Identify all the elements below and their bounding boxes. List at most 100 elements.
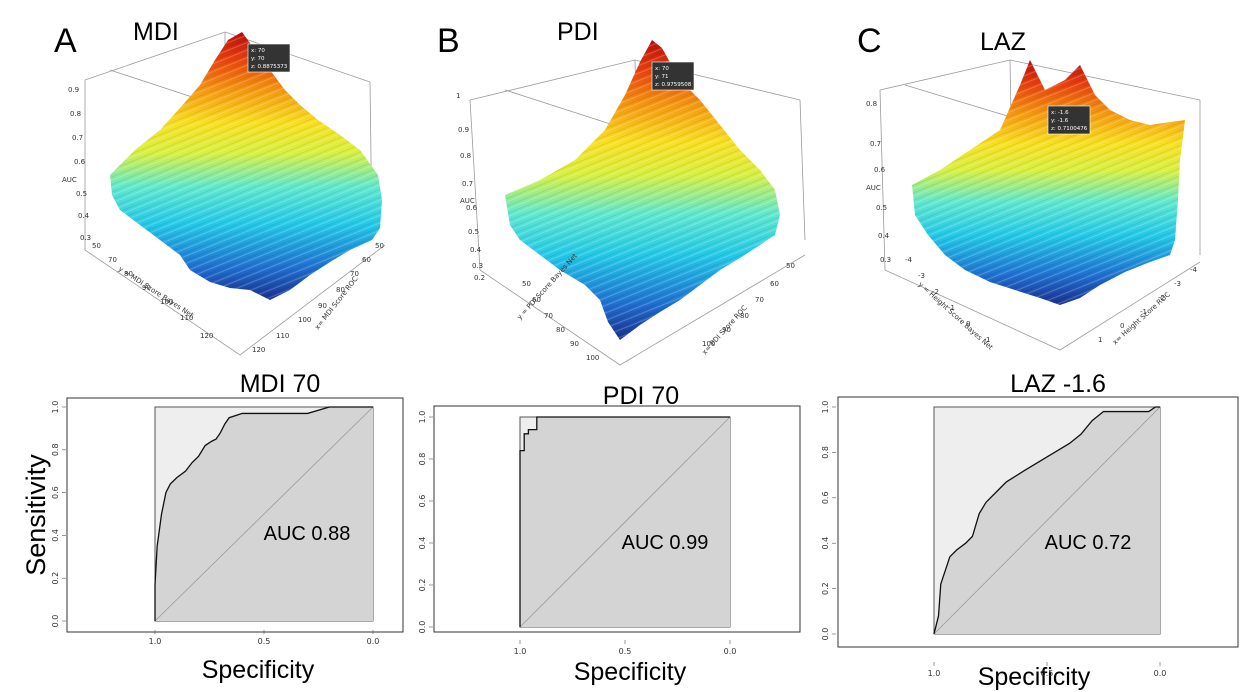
svg-text:50: 50: [786, 262, 795, 270]
roc-pdi-ytick-1: 0.2: [418, 579, 427, 592]
roc-mdi-title: MDI 70: [240, 370, 321, 398]
svg-text:y: -1.6: y: -1.6: [1051, 118, 1069, 124]
svg-text:0.9: 0.9: [458, 126, 469, 134]
panel-a-z-ticks: 0.9 0.8 0.7 0.6 0.5 0.4 0.3: [68, 86, 91, 242]
svg-text:110: 110: [276, 332, 289, 340]
panel-c-surface-texture: [912, 60, 1185, 305]
svg-text:-1: -1: [1140, 308, 1147, 316]
roc-pdi-xlabel: Specificity: [574, 658, 687, 686]
roc-mdi-curve: [154, 406, 373, 621]
svg-text:50: 50: [522, 280, 531, 288]
svg-text:-3: -3: [918, 272, 925, 280]
svg-text:0.6: 0.6: [466, 204, 478, 212]
panel-b-x-ticks: 50 60 70 80 90 100: [702, 262, 795, 348]
panel-c-y-label: y = Height Score Bayes Net: [917, 281, 995, 352]
roc-laz-xtick-1: 0.5: [1041, 669, 1054, 678]
roc-chart-pdi: PDI 70 AUC 0.99 Specificity 0.0 0.2 0.4 0.6…: [418, 382, 801, 686]
roc-mdi-ytick-1: 0.2: [51, 572, 60, 585]
roc-laz-ytick-2: 0.4: [821, 537, 830, 550]
roc-mdi-ytick-4: 0.8: [51, 443, 60, 456]
roc-laz-xtick-2: 0.0: [1154, 669, 1167, 678]
svg-text:-3: -3: [1174, 280, 1181, 288]
panel-c-surface-title: LAZ: [980, 28, 1026, 56]
svg-text:0.6: 0.6: [74, 158, 86, 166]
panel-b-letter: B: [437, 22, 460, 60]
roc-chart-laz: LAZ -1.6 AUC 0.72 Specificity 0.0 0.2 0.4 0…: [821, 370, 1239, 691]
roc-mdi-reference-diagonal: [154, 406, 374, 622]
roc-mdi-xtick-0: 1.0: [149, 637, 162, 646]
svg-text:100: 100: [160, 298, 173, 306]
svg-text:0.2: 0.2: [474, 274, 485, 282]
panel-b-tooltip: x: 70 y: 71 z: 0.9759508: [651, 61, 695, 91]
svg-text:100: 100: [702, 340, 715, 348]
svg-text:110: 110: [180, 314, 193, 322]
svg-text:0.7: 0.7: [462, 180, 473, 188]
panel-a-surface: A MDI 0.9 0.8 0.7 0.6 0.5 0.4 0.3 AUC y …: [54, 18, 386, 356]
roc-mdi-xlabel: Specificity: [202, 656, 315, 684]
svg-text:90: 90: [318, 302, 327, 310]
svg-text:90: 90: [570, 340, 579, 348]
svg-text:0.5: 0.5: [76, 190, 87, 198]
roc-pdi-reference-diagonal: [519, 416, 731, 628]
svg-text:70: 70: [544, 312, 553, 320]
panel-c-surface: C LAZ 0.8 0.7 0.6 0.5 0.4 0.3 AUC y = He…: [857, 22, 1201, 352]
svg-text:60: 60: [770, 280, 779, 288]
panel-c-tooltip: x: -1.6 y: -1.6 z: 0.7100476: [1047, 105, 1091, 135]
svg-text:70: 70: [108, 256, 117, 264]
svg-text:x: 70: x: 70: [251, 48, 265, 54]
roc-mdi-auc-label: AUC 0.88: [264, 523, 351, 545]
svg-text:0.5: 0.5: [876, 204, 887, 212]
svg-text:80: 80: [556, 326, 565, 334]
svg-text:50: 50: [92, 242, 101, 250]
roc-pdi-ytick-0: 0.0: [418, 621, 427, 634]
roc-pdi-title: PDI 70: [603, 382, 679, 410]
roc-mdi-ytick-2: 0.4: [51, 529, 60, 542]
svg-text:0.4: 0.4: [470, 246, 482, 254]
svg-text:90: 90: [142, 284, 151, 292]
roc-pdi-xtick-1: 0.5: [619, 647, 632, 656]
svg-text:0: 0: [1120, 322, 1124, 330]
panel-b-surface: B PDI 1 0.9 0.8 0.7 0.6 0.5 0.4 0.3 0.2 …: [437, 18, 806, 366]
roc-pdi-ytick-3: 0.6: [418, 495, 427, 508]
svg-text:1: 1: [456, 92, 460, 100]
roc-laz-ytick-5: 1.0: [821, 401, 830, 414]
roc-laz-ytick-3: 0.6: [821, 491, 830, 504]
svg-text:0.3: 0.3: [80, 234, 91, 242]
panel-b-z-ticks: 1 0.9 0.8 0.7 0.6 0.5 0.4 0.3 0.2: [456, 92, 485, 282]
roc-laz-ytick-1: 0.2: [821, 582, 830, 595]
panel-a-z-label: AUC: [62, 176, 77, 184]
svg-text:0.4: 0.4: [878, 232, 890, 240]
roc-pdi-auc-label: AUC 0.99: [622, 532, 709, 554]
svg-text:1: 1: [1098, 336, 1102, 344]
svg-text:1: 1: [986, 336, 990, 344]
svg-text:y: 70: y: 70: [251, 56, 265, 62]
roc-laz-curve: [933, 406, 1160, 635]
roc-pdi-ytick-4: 0.8: [418, 453, 427, 466]
svg-text:x: -1.6: x: -1.6: [1051, 110, 1069, 116]
svg-text:60: 60: [362, 256, 371, 264]
panel-a-x-ticks: 50 60 70 80 90 100 110 120: [252, 242, 384, 354]
svg-text:0.8: 0.8: [70, 110, 81, 118]
panel-a-tooltip: x: 70 y: 70 z: 0.8875373: [247, 43, 291, 73]
svg-text:0.3: 0.3: [880, 256, 891, 264]
roc-mdi-ytick-0: 0.0: [51, 615, 60, 628]
svg-text:z: 0.7100476: z: 0.7100476: [1051, 126, 1088, 132]
roc-pdi-xtick-2: 0.0: [724, 647, 737, 656]
roc-pdi-ytick-2: 0.4: [418, 537, 427, 550]
roc-laz-xlabel: Specificity: [978, 663, 1091, 691]
roc-laz-auc-label: AUC 0.72: [1045, 532, 1132, 554]
panel-b-surface-title: PDI: [557, 18, 599, 46]
svg-text:-4: -4: [1190, 266, 1198, 274]
svg-text:70: 70: [350, 270, 359, 278]
roc-laz-reference-diagonal: [933, 406, 1161, 635]
svg-text:y: 71: y: 71: [655, 74, 668, 80]
svg-text:0.7: 0.7: [870, 140, 881, 148]
svg-text:-2: -2: [932, 288, 939, 296]
roc-pdi-curve: [519, 416, 730, 627]
svg-text:z: 0.8875373: z: 0.8875373: [251, 64, 288, 70]
panel-c-z-ticks: 0.8 0.7 0.6 0.5 0.4 0.3: [866, 100, 891, 264]
roc-mdi-xtick-2: 0.0: [367, 637, 380, 646]
svg-text:x: 70: x: 70: [655, 66, 669, 72]
svg-text:0.9: 0.9: [68, 86, 79, 94]
roc-mdi-ytick-3: 0.6: [51, 486, 60, 499]
